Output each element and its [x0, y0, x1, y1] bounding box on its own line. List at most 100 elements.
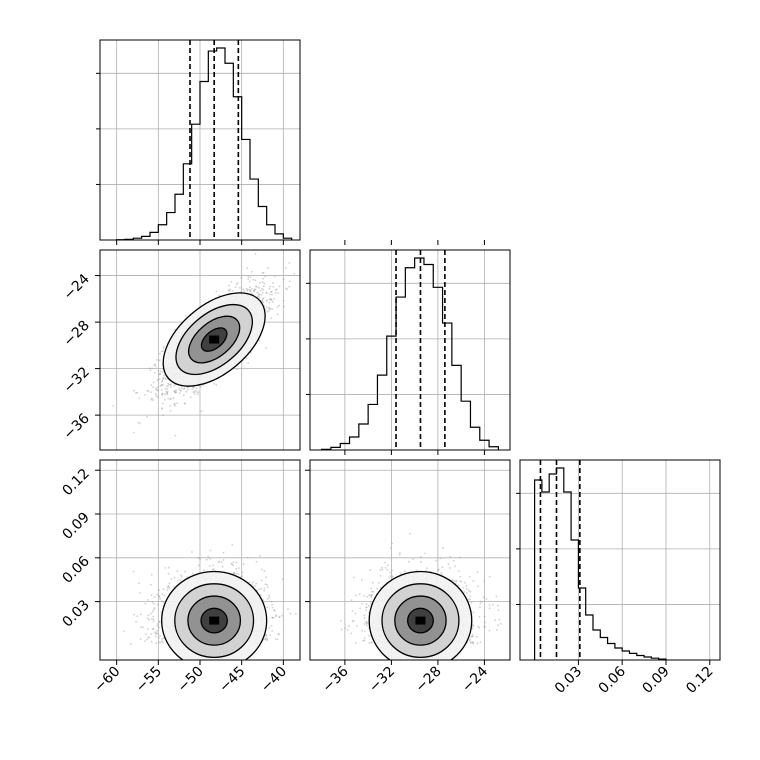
scatter-point — [261, 568, 263, 571]
scatter-point — [246, 267, 249, 270]
scatter-point — [173, 585, 176, 588]
scatter-point — [251, 583, 254, 585]
scatter-point — [283, 305, 285, 308]
scatter-point — [272, 282, 274, 284]
scatter-point — [294, 613, 297, 615]
scatter-point — [150, 573, 153, 576]
scatter-point — [270, 624, 273, 627]
histogram-1-steps — [321, 257, 499, 450]
scatter-point — [278, 633, 281, 636]
scatter-point — [179, 579, 182, 581]
scatter-point — [158, 373, 161, 376]
histogram-1-frame — [309, 249, 511, 451]
scatter-point — [270, 299, 273, 301]
scatter-point — [150, 618, 153, 620]
scatter-point — [263, 285, 265, 288]
scatter-point — [269, 634, 272, 637]
scatter-point — [173, 403, 176, 405]
scatter-point — [150, 384, 153, 386]
scatter-point — [178, 387, 181, 390]
scatter-point — [250, 287, 253, 290]
scatter-point — [277, 633, 279, 636]
scatter-point — [260, 579, 263, 582]
scatter-point — [163, 374, 166, 377]
scatter-point — [166, 388, 169, 390]
scatter-point — [173, 391, 176, 394]
scatter-point — [166, 393, 169, 396]
scatter-point — [236, 368, 239, 371]
scatter-point — [262, 301, 265, 304]
scatter-point — [268, 596, 271, 599]
scatter-point — [186, 389, 189, 391]
scatter-point — [265, 347, 267, 349]
scatter-point — [167, 572, 170, 575]
scatter-point — [139, 638, 142, 640]
scatter-point — [152, 615, 155, 618]
scatter-point — [192, 386, 194, 388]
scatter-point — [246, 556, 249, 559]
scatter-point — [112, 405, 115, 407]
scatter-point — [162, 377, 165, 379]
scatter-point — [270, 290, 273, 293]
scatter-point — [260, 294, 263, 296]
scatter-point — [273, 298, 275, 300]
scatter-point — [273, 609, 275, 611]
scatter-point — [161, 392, 164, 395]
scatter-point — [161, 380, 164, 382]
scatter-point — [232, 572, 235, 575]
scatter-point — [197, 391, 200, 393]
scatter-point — [256, 291, 259, 294]
scatter-point — [258, 555, 261, 557]
scatter-point — [159, 384, 162, 387]
scatter-point — [156, 386, 159, 389]
scatter-point — [258, 297, 261, 299]
scatter-point — [228, 284, 231, 287]
scatter-point — [209, 565, 212, 567]
scatter-point — [272, 286, 275, 288]
scatter-point — [147, 390, 150, 392]
scatter-point — [181, 575, 183, 578]
scatter-point — [189, 396, 192, 399]
scatter-point — [151, 628, 154, 631]
scatter-point — [159, 598, 162, 600]
scatter-point — [147, 614, 150, 617]
scatter-point — [274, 638, 277, 640]
scatter-point — [136, 615, 139, 618]
scatter-point — [191, 572, 194, 575]
scatter-point — [271, 616, 274, 619]
scatter-point — [268, 306, 271, 309]
scatter-point — [288, 286, 290, 288]
scatter-point — [268, 594, 270, 597]
scatter-point — [186, 386, 189, 389]
scatter-point — [168, 582, 171, 585]
scatter-point — [161, 378, 164, 381]
scatter-point — [169, 405, 171, 407]
scatter-point — [167, 587, 169, 589]
scatter-point — [159, 372, 161, 375]
scatter-point — [230, 280, 233, 283]
scatter-point — [161, 393, 164, 395]
scatter-point — [173, 384, 176, 387]
scatter-point — [162, 347, 165, 350]
scatter-point — [195, 387, 198, 390]
scatter-point — [173, 403, 176, 406]
scatter-point — [191, 551, 193, 553]
scatter-point — [166, 589, 169, 592]
scatter-point — [253, 288, 256, 291]
scatter-point — [231, 544, 234, 546]
scatter-point — [170, 398, 172, 400]
scatter-point — [155, 635, 158, 638]
scatter-point — [262, 277, 265, 280]
scatter-point — [179, 574, 182, 577]
scatter-point — [269, 307, 272, 310]
scatter-point — [157, 633, 160, 635]
scatter-point — [261, 281, 264, 284]
scatter-point — [260, 594, 262, 596]
scatter-point — [155, 387, 157, 390]
scatter-point — [247, 275, 250, 278]
scatter-point — [232, 564, 235, 567]
scatter-point — [156, 593, 159, 596]
scatter-point — [200, 410, 203, 413]
scatter-point — [249, 289, 252, 292]
scatter-point — [153, 364, 156, 367]
